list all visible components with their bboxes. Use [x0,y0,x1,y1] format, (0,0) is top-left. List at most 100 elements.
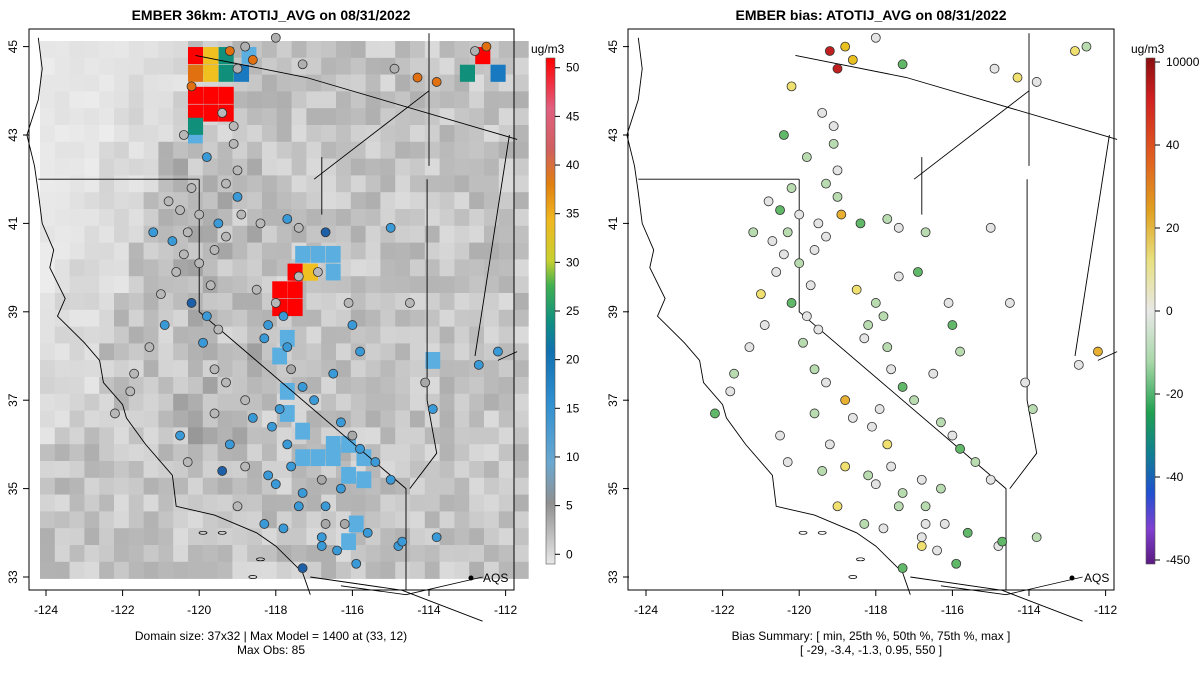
model-grid-cell [276,192,292,210]
model-grid-cell [336,494,352,512]
model-grid-cell [306,175,322,193]
model-grid-cell [99,444,115,462]
right-aqs-legend: AQS [1069,571,1109,585]
model-grid-cell [395,561,411,579]
model-grid-cell [84,175,100,193]
model-grid-cell [114,511,130,529]
model-grid-cell [40,108,56,126]
model-grid-cell [395,125,411,143]
model-grid-cell [350,293,366,311]
model-grid-cell [321,158,337,176]
model-grid-cell [365,360,381,378]
model-grid-cell [380,343,396,361]
bias-point [832,165,843,176]
model-grid-cell-high [490,64,506,82]
right-map-frame [627,28,1115,591]
bias-point [840,461,851,472]
model-grid-cell [69,175,85,193]
model-grid-cell [158,377,174,395]
observation-point [316,532,327,543]
model-grid-cell [69,225,85,243]
observation-point [259,333,270,344]
model-grid-cell [54,41,70,59]
model-grid-cell [498,309,514,327]
bias-point [847,412,858,423]
model-grid-cell [395,158,411,176]
model-grid-cell [247,125,263,143]
model-grid-cell [143,108,159,126]
model-grid-cell [128,125,144,143]
model-grid-cell [247,175,263,193]
model-grid-cell [410,158,426,176]
model-grid-cell [365,309,381,327]
observation-point [282,214,293,224]
model-grid-cell [158,91,174,109]
model-grid-cell [410,410,426,428]
bias-point [897,488,908,498]
model-grid-cell [158,175,174,193]
colorbar-tick-label: 0 [1166,304,1173,318]
model-grid-cell [295,422,311,440]
model-grid-cell [40,528,56,546]
model-grid-cell [306,326,322,344]
model-grid-cell [469,477,485,495]
model-grid-cell [336,192,352,210]
model-grid-cell [69,41,85,59]
bias-point [710,408,720,419]
model-grid-cell [469,242,485,260]
model-grid-cell [454,410,470,428]
model-grid-cell [173,494,189,512]
model-grid-cell [54,57,70,75]
model-grid-cell [276,108,292,126]
observation-point [431,532,442,543]
model-grid-cell [99,377,115,395]
model-grid-cell [410,125,426,143]
observation-point [332,545,342,556]
model-grid-cell [395,209,411,227]
model-grid-cell [513,108,529,126]
observation-point [217,108,228,118]
model-grid-cell [128,74,144,92]
model-grid-cell [306,309,322,327]
y-tick-label: 41 [6,216,20,230]
model-grid-cell [232,309,248,327]
model-grid-cell [380,242,396,260]
bias-point [786,183,797,193]
model-grid-cell-high [302,263,318,281]
x-tick-label: -120 [187,603,211,617]
model-grid-cell [262,141,278,159]
observation-point [493,346,503,357]
model-grid-cell [454,259,470,277]
model-grid-cell [158,511,174,529]
model-grid-cell [424,427,440,445]
model-grid-cell [454,276,470,294]
model-grid-cell [143,276,159,294]
model-grid-cell [424,477,440,495]
model-grid-cell [84,377,100,395]
model-grid-cell [306,293,322,311]
model-grid-cell [54,561,70,579]
model-grid-cell [513,377,529,395]
observation-point [286,364,297,375]
observation-point [297,563,308,574]
model-grid-cell [247,309,263,327]
model-grid-cell [202,427,218,445]
bias-point [882,342,893,353]
model-grid-cell [276,477,292,495]
bias-point [920,519,931,529]
model-grid-cell [321,343,337,361]
model-grid-cell [410,259,426,277]
model-grid-cell [232,444,248,462]
model-grid-cell [128,108,144,126]
model-grid-cell [114,225,130,243]
model-grid-cell [424,91,440,109]
model-grid-cell [380,125,396,143]
model-grid-cell [232,108,248,126]
observation-point [355,346,365,357]
colorbar-tick-label: 10 [566,450,580,464]
observation-point [404,298,415,308]
model-grid-cell [247,377,263,395]
model-grid-cell [380,427,396,445]
model-grid-cell [143,427,159,445]
